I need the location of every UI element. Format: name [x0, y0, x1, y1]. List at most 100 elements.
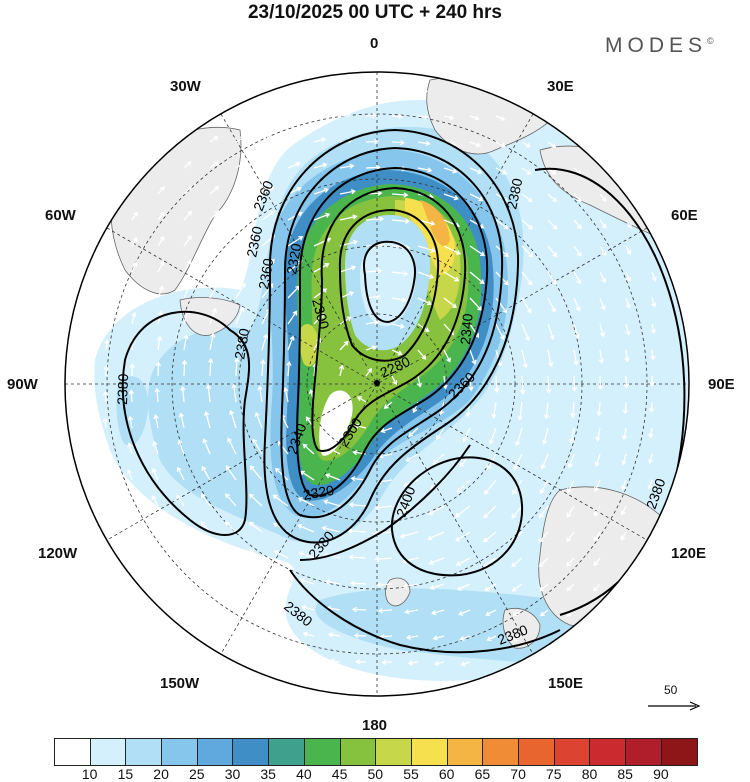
wind-vector-arrow [399, 531, 419, 539]
wind-vector-arrow [227, 437, 237, 455]
wind-vector-arrow [521, 219, 533, 230]
wind-vector-arrow [234, 357, 240, 377]
colorbar-tick-label: 45 [331, 766, 348, 782]
wind-vector-arrow [427, 505, 445, 516]
lon-label-120e: 120E [671, 545, 707, 562]
wind-vector-arrow [391, 349, 403, 356]
wind-vector-arrow [287, 310, 298, 325]
colorbar-tick-label: 10 [81, 766, 98, 782]
lon-label-180: 180 [362, 717, 388, 734]
wind-vector-arrow [625, 323, 631, 336]
wind-vector-arrow [365, 87, 377, 93]
wind-vector-arrow [543, 401, 550, 420]
wind-vector-arrow [248, 521, 263, 533]
wind-vector-arrow [596, 401, 602, 417]
wind-vector-arrow [183, 210, 192, 221]
wind-vector-arrow [348, 502, 367, 508]
wind-vector-arrow [495, 167, 508, 175]
colorbar-swatch [447, 739, 484, 765]
wind-vector-arrow [599, 297, 606, 311]
wind-vector-arrow [566, 583, 575, 592]
wind-vector-arrow [338, 364, 345, 377]
wind-vector-arrow [76, 391, 83, 403]
wind-vector-arrow [231, 383, 237, 403]
wind-vector-arrow [459, 635, 471, 641]
pole-marker [374, 380, 380, 386]
wind-vector-arrow [177, 439, 185, 455]
wind-vector-arrow [261, 333, 269, 351]
wind-vector-arrow [260, 359, 266, 377]
reference-vector-label: 50 [664, 683, 678, 697]
wind-vector-arrow [235, 258, 247, 273]
wind-vector-arrow [511, 583, 523, 592]
colorbar-tick-label: 90 [653, 766, 669, 782]
wind-vector-arrow [621, 453, 627, 466]
wind-vector-arrow [483, 505, 497, 519]
wind-vector-arrow [176, 521, 185, 533]
wind-vector-arrow [274, 577, 289, 585]
wind-vector-arrow [209, 185, 220, 195]
wind-vector-arrow [287, 161, 301, 169]
wind-vector-arrow [203, 410, 211, 429]
wind-vector-arrow [567, 453, 575, 469]
wind-vector-arrow [620, 479, 627, 491]
wind-vector-arrow [434, 660, 445, 667]
lon-label-0: 0 [370, 35, 379, 52]
wind-vector-arrow [183, 161, 192, 169]
wind-vector-arrow [599, 193, 607, 202]
wind-vector-arrow [391, 87, 403, 93]
wind-vector-arrow [495, 219, 509, 230]
colorbar-tick-label: 70 [510, 766, 526, 782]
wind-vector-arrow [573, 323, 580, 339]
wind-vector-arrow [287, 211, 303, 221]
lon-label-120w: 120W [38, 545, 78, 562]
wind-vector-arrow [599, 271, 607, 284]
wind-vector-arrow [538, 557, 549, 568]
wind-vector-arrow [339, 112, 352, 118]
wind-vector-arrow [650, 323, 656, 335]
wind-vector-arrow [454, 505, 471, 518]
wind-vector-arrow [235, 282, 246, 299]
wind-vector-arrow [235, 185, 247, 195]
wind-vector-arrow [417, 297, 433, 306]
wind-vector-arrow [547, 245, 558, 258]
wind-vector-arrow [248, 493, 263, 507]
wind-vector-arrow [404, 609, 419, 615]
wind-vector-arrow [183, 186, 192, 195]
wind-vector-arrow [391, 297, 407, 303]
colorbar-swatch [304, 739, 341, 765]
wind-vector-arrow [176, 576, 185, 585]
wind-vector-arrow [339, 340, 349, 351]
wind-vector-arrow [365, 268, 383, 274]
wind-vector-arrow [152, 440, 159, 455]
wind-vector-arrow [573, 271, 582, 285]
wind-vector-arrow [365, 113, 378, 119]
wind-vector-arrow [251, 603, 263, 611]
wind-vector-arrow [365, 345, 378, 351]
brand-logo: MODES© [605, 34, 714, 57]
wind-vector-arrow [356, 396, 367, 403]
colorbar-swatch [269, 739, 305, 765]
wind-vector-arrow [101, 443, 108, 455]
wind-vector-arrow [456, 479, 471, 493]
wind-vector-arrow [521, 193, 533, 203]
wind-vector-arrow [542, 427, 549, 445]
wind-vector-arrow [225, 576, 237, 585]
wind-vector-arrow [443, 167, 458, 174]
colorbar-tick-label: 85 [617, 766, 633, 782]
wind-vector-arrow [567, 479, 575, 494]
wind-vector-arrow [200, 493, 211, 507]
wind-vector-arrow [299, 470, 315, 481]
wind-vector-arrow [261, 161, 274, 169]
wind-vector-arrow [648, 401, 655, 413]
wind-vector-arrow [594, 479, 601, 492]
wind-vector-arrow [201, 603, 211, 611]
wind-vector-arrow [365, 138, 380, 145]
wind-vector-arrow [520, 375, 526, 395]
wind-vector-arrow [512, 609, 523, 617]
wind-vector-arrow [127, 415, 134, 429]
wind-vector-arrow [176, 466, 185, 481]
wind-vector-arrow [460, 661, 471, 667]
wind-vector-arrow [176, 494, 185, 507]
reference-vector [648, 701, 701, 711]
